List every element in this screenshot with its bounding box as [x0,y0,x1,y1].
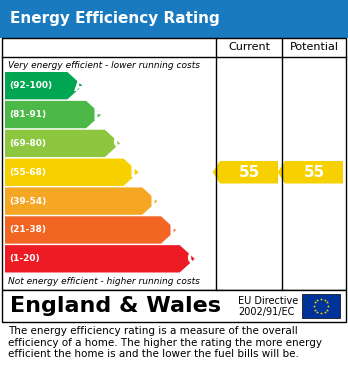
Text: B: B [93,106,105,124]
Polygon shape [5,245,195,273]
Text: Potential: Potential [290,43,339,52]
Text: Energy Efficiency Rating: Energy Efficiency Rating [10,11,220,27]
Polygon shape [5,72,82,99]
Text: (81-91): (81-91) [9,110,46,119]
Text: (92-100): (92-100) [9,81,52,90]
Text: D: D [130,163,143,181]
Text: Not energy efficient - higher running costs: Not energy efficient - higher running co… [8,278,200,287]
Text: E: E [150,192,161,210]
Polygon shape [5,216,176,244]
Polygon shape [213,161,278,183]
Bar [2,38,346,290]
Text: (1-20): (1-20) [9,254,40,263]
Polygon shape [278,161,343,183]
Text: Current: Current [228,43,270,52]
Text: (69-80): (69-80) [9,139,46,148]
Text: 55: 55 [303,165,325,180]
Bar [2,290,346,322]
Text: (21-38): (21-38) [9,226,46,235]
Text: Very energy efficient - lower running costs: Very energy efficient - lower running co… [8,61,200,70]
Text: (39-54): (39-54) [9,197,46,206]
Text: 55: 55 [238,165,260,180]
Text: England & Wales: England & Wales [10,296,221,316]
Text: 2002/91/EC: 2002/91/EC [238,307,294,317]
Text: The energy efficiency rating is a measure of the overall efficiency of a home. T: The energy efficiency rating is a measur… [8,326,322,359]
Text: F: F [168,221,180,239]
Polygon shape [5,187,157,215]
Text: C: C [112,135,124,152]
Bar [0,0,348,38]
Polygon shape [5,130,120,157]
Polygon shape [5,101,101,128]
Text: G: G [186,250,200,268]
Text: EU Directive: EU Directive [238,296,298,306]
Bar [302,294,340,318]
Text: A: A [74,77,87,95]
Text: (55-68): (55-68) [9,168,46,177]
Polygon shape [5,159,139,186]
